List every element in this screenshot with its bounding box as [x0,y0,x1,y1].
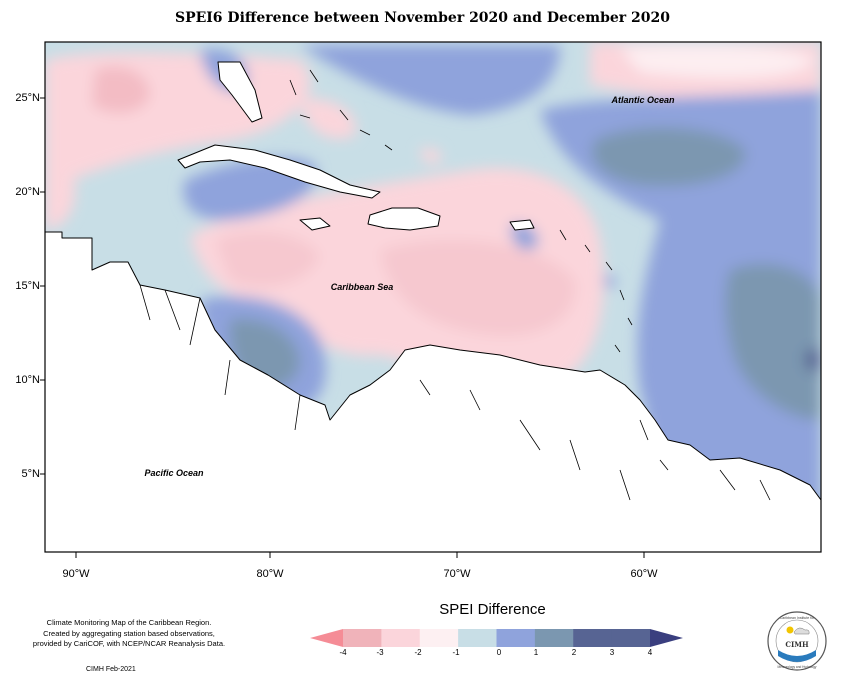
legend-tick: 2 [571,648,577,657]
lat-label-20n: 20°N [15,186,40,198]
footnote-line: Created by aggregating station based obs… [43,628,215,638]
lon-label-90w: 90°W [62,568,90,580]
legend-tick: -3 [376,648,384,657]
cimh-logo: CIMH Caribbean Institute for Meteorology… [767,611,827,671]
label-pacific-ocean: Pacific Ocean [144,468,204,478]
legend-tick: 0 [496,648,502,657]
legend-tick: -2 [414,648,422,657]
lon-label-80w: 80°W [256,568,284,580]
spei-map: Atlantic Ocean Caribbean Sea Pacific Oce… [40,41,822,558]
legend-tick: 3 [609,648,615,657]
legend-swatch [419,629,459,647]
lat-label-5n: 5°N [21,468,40,480]
label-atlantic-ocean: Atlantic Ocean [610,95,675,105]
lat-label-25n: 25°N [15,92,40,104]
lon-label-60w: 60°W [630,568,658,580]
label-caribbean-sea: Caribbean Sea [331,282,394,292]
spei-field [45,42,821,552]
legend-swatch [343,629,382,647]
legend-arrow-low [310,629,343,647]
credit-text: CIMH Feb-2021 [86,666,136,673]
legend-tick: 1 [533,648,539,657]
lat-label-15n: 15°N [15,280,40,292]
legend-arrow-high [650,629,683,647]
legend-swatch [534,629,574,647]
lon-label-70w: 70°W [443,568,471,580]
legend-tick: 4 [647,648,653,657]
lat-label-10n: 10°N [15,374,40,386]
logo-top-text: Caribbean Institute for [780,616,815,620]
legend-tick: -4 [339,648,347,657]
legend-tick: -1 [452,648,460,657]
legend-title: SPEI Difference [439,601,546,618]
footnote-line: provided by CariCOF, with NCEP/NCAR Rean… [32,639,226,648]
legend-swatch [458,629,497,647]
footnote: Climate Monitoring Map of the Caribbean … [0,618,258,650]
legend-swatch [573,629,613,647]
logo-center-text: CIMH [785,640,809,649]
legend-swatch [381,629,421,647]
footnote-line: Climate Monitoring Map of the Caribbean … [46,618,212,627]
logo-bottom-text: Meteorology and Hydrology [778,665,817,669]
legend-swatch [496,629,536,647]
map-title: SPEI6 Difference between November 2020 a… [174,10,671,26]
legend-colorbar [310,629,683,647]
sun-icon [786,626,794,634]
legend-swatch [611,629,650,647]
land [45,61,821,552]
